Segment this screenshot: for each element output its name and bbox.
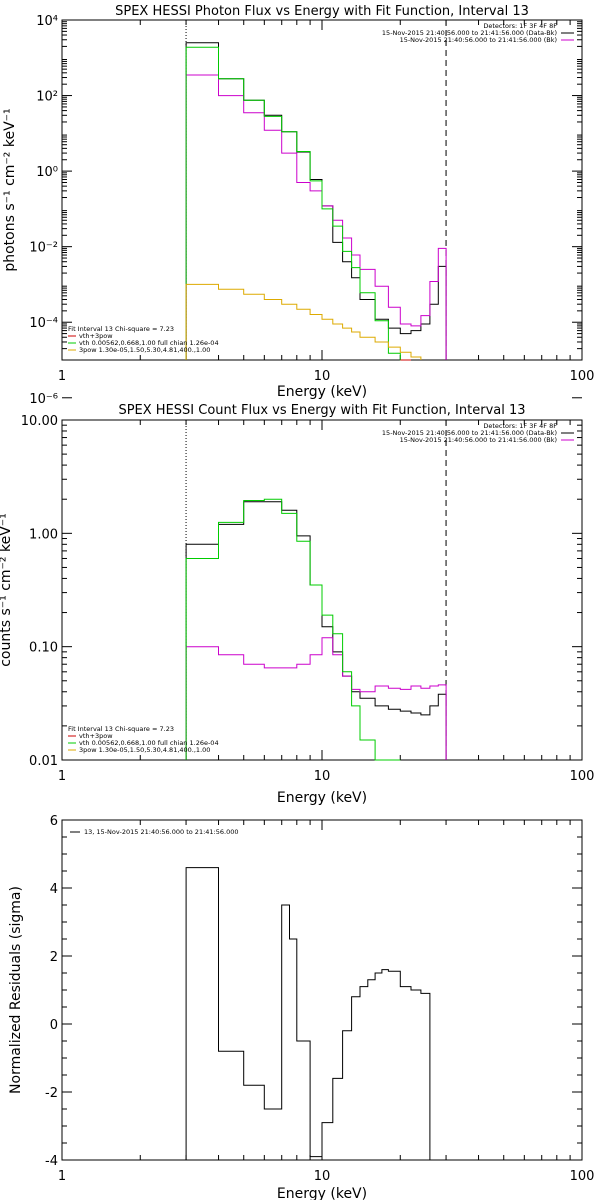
residuals-panel: 1 10 100 6 4 2 0 -2 -4 13, 15-Nov-2015 21:40:56.… — [8, 814, 594, 1200]
photon-flux-legend-bottom-text: 3pow 1.30e-05,1.50,5.30,4.81,400.,1.00 — [79, 346, 210, 354]
count-flux-y-tick-label: 1.00 — [29, 527, 58, 542]
residuals-x-tick-label: 10 — [314, 1169, 331, 1184]
photon-flux-y-tick-label: 10⁻⁴ — [29, 316, 58, 331]
photon-flux-legend-bottom-text: vth+3pow — [79, 332, 113, 340]
count-flux-x-tick-label: 100 — [570, 769, 595, 784]
photon-flux-series — [185, 42, 447, 361]
residuals-y-tick-label: 6 — [50, 814, 58, 829]
residuals-x-tick-label: 100 — [570, 1169, 595, 1184]
photon-flux-axes: 1 10 100 10⁴ 10² 10⁰ 10⁻² 10⁻⁴ 10⁻⁶ — [29, 14, 594, 407]
residuals-y-tick-label: 0 — [50, 1018, 58, 1033]
count-flux-legend-bottom-text: Fit Interval 13 Chi-square = 7.23 — [68, 725, 174, 733]
photon-flux-legend-bottom-text: vth 0.00562,0.668,1.00 full chian 1.26e-… — [79, 339, 219, 347]
count-flux-series-2-step-line — [185, 498, 401, 761]
residuals-y-tick-label: 4 — [50, 882, 58, 897]
photon-flux-legend-bottom-text: Fit Interval 13 Chi-square = 7.23 — [68, 325, 174, 333]
photon-flux-y-tick-label: 10⁻² — [29, 241, 58, 256]
count-flux-y-tick-label: 0.01 — [29, 754, 58, 769]
photon-flux-y-tick-label: 10² — [36, 90, 58, 105]
photon-flux-series-1-step-line — [185, 74, 447, 360]
residuals-x-label: Energy (keV) — [277, 1186, 367, 1200]
residuals-y-tick-label: 2 — [50, 950, 58, 965]
count-flux-y-tick-label: 0.10 — [29, 641, 58, 656]
residuals-series-0-step-line — [185, 867, 431, 1160]
photon-flux-x-tick-label: 10 — [314, 369, 331, 384]
residuals-y-tick-label: -2 — [45, 1086, 58, 1101]
count-flux-legend-top-text: 15-Nov-2015 21:40:56.000 to 21:41:56.000… — [400, 436, 557, 444]
count-flux-x-tick-label: 10 — [314, 769, 331, 784]
residuals-legend-text: 13, 15-Nov-2015 21:40:56.000 to 21:41:56… — [84, 828, 238, 836]
count-flux-legend-bottom-text: vth 0.00562,0.668,1.00 full chian 1.26e-… — [79, 739, 219, 747]
residuals-axes: 1 10 100 6 4 2 0 -2 -4 — [45, 814, 594, 1184]
photon-flux-series-3-step-line — [185, 283, 422, 360]
count-flux-legend-top-text: Detectors: 1F 3F 4F 8F — [483, 422, 557, 430]
count-flux-axes: 1 10 100 10.00 1.00 0.10 0.01 — [21, 414, 595, 784]
photon-flux-title: SPEX HESSI Photon Flux vs Energy with Fi… — [115, 4, 529, 19]
count-flux-y-label: counts s⁻¹ cm⁻² keV⁻¹ — [0, 513, 14, 667]
count-flux-legend-top-text: 15-Nov-2015 21:40:56.000 to 21:41:56.000… — [382, 429, 557, 437]
photon-flux-legend-top-text: Detectors: 1F 3F 4F 8F — [483, 22, 557, 30]
photon-flux-series-2-step-line — [185, 46, 411, 361]
residuals-y-tick-label: -4 — [45, 1154, 58, 1169]
photon-flux-y-label: photons s⁻¹ cm⁻² keV⁻¹ — [2, 108, 18, 271]
count-flux-title: SPEX HESSI Count Flux vs Energy with Fit… — [118, 403, 525, 418]
residuals-x-tick-label: 1 — [58, 1169, 66, 1184]
count-flux-legend-bottom-text: 3pow 1.30e-05,1.50,5.30,4.81,400.,1.00 — [79, 746, 210, 754]
count-flux-x-label: Energy (keV) — [277, 790, 367, 806]
count-flux-legend-bottom-text: vth+3pow — [79, 732, 113, 740]
photon-flux-panel: SPEX HESSI Photon Flux vs Energy with Fi… — [2, 4, 594, 407]
count-flux-panel: SPEX HESSI Count Flux vs Energy with Fit… — [0, 403, 594, 806]
residuals-legend: 13, 15-Nov-2015 21:40:56.000 to 21:41:56… — [70, 828, 238, 836]
photon-flux-x-tick-label: 100 — [570, 369, 595, 384]
photon-flux-y-tick-label: 10⁻⁶ — [29, 392, 58, 407]
photon-flux-legend-top-text: 15-Nov-2015 21:40:56.000 to 21:41:56.000… — [400, 36, 557, 44]
photon-flux-legend-top-text: 15-Nov-2015 21:40:56.000 to 21:41:56.000… — [382, 29, 557, 37]
photon-flux-x-label: Energy (keV) — [277, 384, 367, 400]
residuals-series — [185, 867, 431, 1160]
count-flux-series — [185, 498, 447, 761]
residuals-y-label: Normalized Residuals (sigma) — [8, 886, 24, 1094]
count-flux-y-tick-label: 10.00 — [21, 414, 58, 429]
count-flux-x-tick-label: 1 — [58, 769, 66, 784]
photon-flux-x-tick-label: 1 — [58, 369, 66, 384]
photon-flux-y-tick-label: 10⁰ — [36, 165, 58, 180]
photon-flux-y-tick-label: 10⁴ — [36, 14, 58, 29]
